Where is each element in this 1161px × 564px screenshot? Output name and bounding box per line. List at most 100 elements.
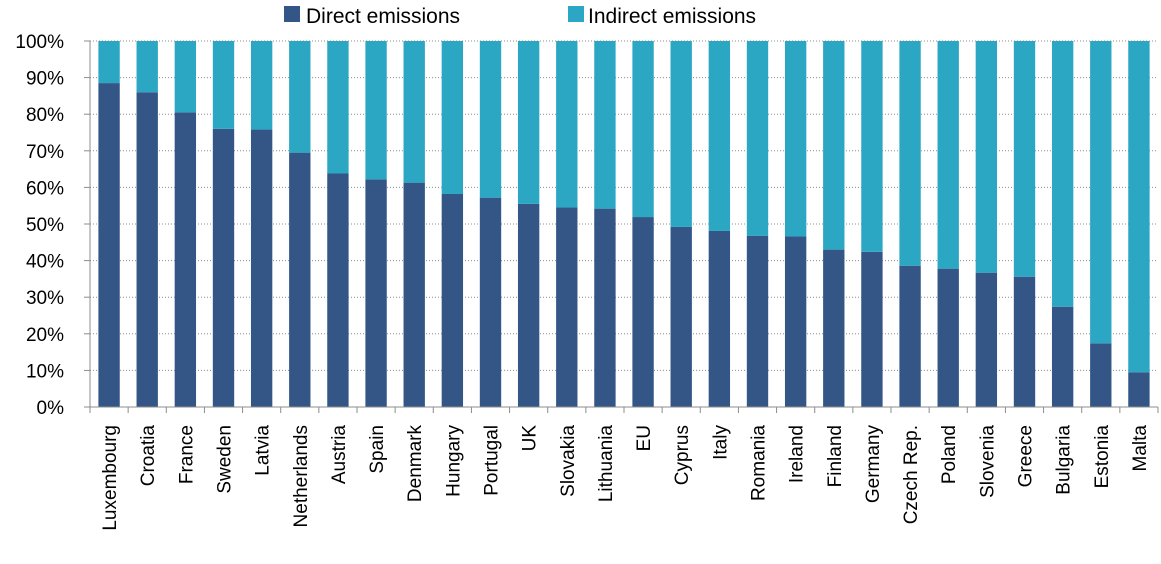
bar-direct-france [174,112,197,408]
x-category-label: Malta [1130,425,1151,472]
bar-indirect-uk [517,41,540,204]
bar-direct-malta [1128,372,1150,407]
bar-indirect-poland [937,41,959,269]
x-axis: Luxembourg Croatia France Sweden Latvia Nethe… [89,406,1159,531]
x-category-label: Netherlands [291,425,312,527]
bar-direct-slovenia [975,272,998,407]
x-category-label: Czech Rep. [901,425,922,524]
bars [98,41,1150,408]
bar-indirect-romania [746,41,769,236]
bar-indirect-sweden [212,41,235,129]
x-category-label: Cyprus [672,425,693,485]
x-category-label: Bulgaria [1054,425,1075,495]
x-category-label: Ireland [787,425,808,483]
x-category-label: Hungary [443,425,464,497]
legend-swatch [568,6,584,22]
bar-direct-portugal [479,197,502,407]
bar-indirect-slovakia [556,41,578,208]
gridlines [90,40,1158,371]
legend-swatch [284,6,300,22]
x-category-label: Croatia [138,425,159,487]
x-category-label: UK [520,425,541,452]
y-tick-label: 10% [26,361,64,382]
bar-indirect-greece [1013,41,1036,277]
bar-direct-luxembourg [98,83,120,407]
y-tick-label: 50% [26,215,64,236]
bar-direct-eu [632,217,654,407]
bar-indirect-finland [823,41,845,250]
bar-indirect-netherlands [289,41,311,153]
bar-direct-romania [746,235,769,407]
bar-indirect-latvia [250,41,273,130]
x-category-label: Spain [367,425,388,474]
x-category-label: Poland [939,425,960,484]
x-category-label: France [176,425,197,484]
bar-indirect-france [174,41,197,113]
x-category-label: Slovenia [977,425,998,498]
y-tick-label: 70% [26,142,64,163]
bar-indirect-czech-rep [899,41,921,266]
x-category-label: Italy [710,425,731,460]
x-category-label: Lithuania [596,425,617,503]
y-tick-label: 20% [26,325,64,346]
legend-label: Direct emissions [306,5,460,28]
bar-direct-slovakia [556,207,578,407]
bar-direct-ireland [784,236,807,407]
x-category-label: Germany [863,425,884,504]
bar-direct-bulgaria [1051,306,1074,407]
bar-direct-sweden [212,128,235,407]
bar-indirect-denmark [403,41,425,183]
bar-direct-italy [708,230,731,407]
x-category-label: Finland [825,425,846,487]
bar-indirect-spain [365,41,387,180]
x-category-label: Sweden [215,425,236,494]
y-tick-label: 60% [26,178,64,199]
x-category-label: Denmark [405,425,426,503]
bar-indirect-malta [1128,41,1150,373]
bar-direct-cyprus [670,226,692,407]
bar-direct-czech-rep [899,265,921,407]
bar-direct-greece [1013,276,1036,407]
y-tick-label: 30% [26,288,64,309]
bar-indirect-slovenia [975,41,998,273]
x-category-label: Romania [749,425,770,501]
y-tick-label: 80% [26,105,64,126]
y-tick-label: 90% [26,69,64,90]
bar-indirect-ireland [784,41,807,237]
bar-direct-latvia [250,129,273,407]
bar-direct-estonia [1090,343,1112,407]
bar-indirect-germany [861,41,883,252]
bar-direct-croatia [136,92,158,408]
bar-indirect-portugal [479,41,502,198]
bar-indirect-luxembourg [98,41,120,84]
y-tick-label: 0% [37,398,65,419]
legend: Direct emissions Indirect emissions [284,5,756,28]
bar-direct-hungary [441,193,464,407]
bar-indirect-bulgaria [1051,41,1074,307]
bar-direct-denmark [403,182,425,407]
x-category-label: Luxembourg [100,425,121,531]
bar-direct-netherlands [289,152,311,407]
bar-indirect-eu [632,41,654,218]
bar-direct-austria [327,173,349,407]
bar-indirect-lithuania [594,41,616,209]
x-category-label: Austria [329,425,350,485]
legend-label: Indirect emissions [588,5,756,28]
bar-indirect-austria [327,41,349,174]
bar-direct-germany [861,251,883,407]
bar-direct-finland [823,249,845,407]
bar-direct-spain [365,179,387,407]
x-category-label: Portugal [482,425,503,496]
x-category-label: Slovakia [558,425,579,497]
bar-indirect-estonia [1090,41,1112,344]
x-category-label: Latvia [253,425,274,476]
bar-direct-poland [937,268,959,407]
bar-indirect-cyprus [670,41,692,227]
y-tick-label: 40% [26,252,64,273]
x-category-label: EU [634,425,655,451]
x-category-label: Estonia [1092,425,1113,489]
x-category-label: Greece [1016,425,1037,487]
y-tick-label: 100% [15,32,64,53]
bar-indirect-italy [708,41,731,231]
